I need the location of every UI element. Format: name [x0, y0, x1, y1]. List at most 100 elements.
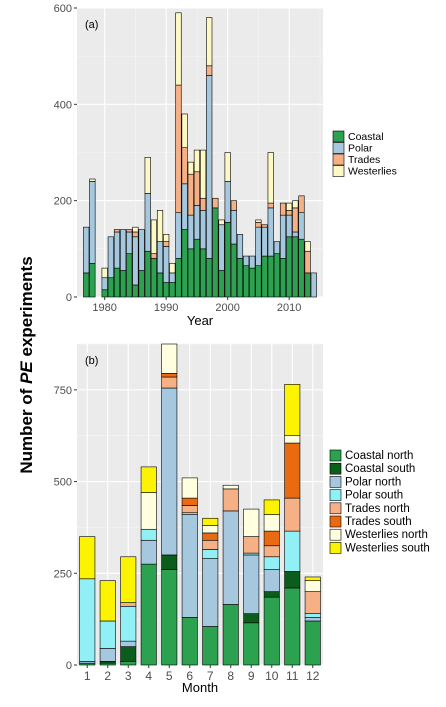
x-tick-label: 2010 [277, 302, 301, 314]
bar-westerlies [181, 113, 188, 148]
legend-key-polar [332, 142, 345, 154]
y-tick-label: 250 [54, 568, 72, 580]
bar-polar [273, 241, 280, 254]
bar-westerlies [304, 241, 311, 252]
x-tick-label: 7 [207, 669, 214, 683]
bar-polar [113, 231, 121, 269]
y-tick-label: 750 [54, 385, 72, 397]
bar-westerlies [144, 157, 151, 194]
bar-trades [206, 65, 213, 76]
legend-label-trades-south: Trades south [345, 516, 412, 528]
bar-trades [126, 229, 133, 233]
bar-westerlies-south [202, 517, 219, 526]
bar-coastal [169, 282, 176, 298]
plot-background [77, 344, 323, 665]
x-tick-label: 11 [286, 669, 299, 683]
y-tick-label: 0 [66, 292, 72, 304]
bar-polar [187, 214, 194, 250]
x-tick-label: 6 [186, 669, 193, 683]
bar-trades-south [263, 530, 280, 547]
bar-polar [206, 75, 213, 259]
bar-coastal [224, 222, 231, 298]
bar-polar [120, 229, 127, 271]
bar-trades [150, 253, 157, 259]
bar-westerlies [156, 210, 164, 242]
bar-polar [107, 236, 114, 279]
bar-trades [212, 197, 219, 209]
legend-label-westerlies-south: Westerlies south [345, 542, 430, 554]
x-tick-label: 4 [145, 669, 152, 683]
bar-polar [181, 183, 188, 230]
bar-westerlies [175, 12, 182, 86]
bar-polar-south [202, 549, 219, 559]
legend-key-polar-south [329, 489, 342, 501]
legend-label-westerlies-north: Westerlies north [345, 529, 428, 541]
bar-polar [224, 181, 231, 223]
bar-trades [286, 210, 293, 216]
bar-polar [310, 272, 317, 298]
x-tick-label: 5 [166, 669, 173, 683]
bar-trades-south [202, 532, 219, 541]
legend-key-trades-north [329, 502, 342, 515]
bar-westerlies [132, 226, 139, 233]
bar-polar-north [304, 617, 321, 622]
legend-label-polar-south: Polar south [345, 490, 403, 502]
bar-polar [255, 226, 262, 266]
bar-westerlies-north [284, 435, 301, 444]
bar-coastal-south [243, 613, 260, 624]
bar-trades-south [284, 442, 301, 499]
legend-label-polar: Polar [348, 143, 373, 155]
bar-coastal-north [202, 626, 219, 666]
bar-trades [298, 195, 305, 214]
bar-polar [163, 246, 170, 283]
bar-westerlies [187, 161, 194, 175]
bar-trades-north [120, 602, 137, 607]
bar-westerlies [255, 219, 262, 223]
legend-label-coastal: Coastal [348, 131, 384, 143]
bar-coastal [132, 284, 139, 298]
y-tick-label: 200 [54, 196, 72, 208]
bar-westerlies [286, 202, 293, 211]
bar-coastal-north [140, 563, 157, 666]
bar-westerlies-south [284, 384, 301, 437]
bar-coastal-north [284, 587, 301, 666]
y-label-suffix: experiments [17, 256, 36, 361]
bar-westerlies-north [202, 525, 219, 534]
bar-polar [243, 255, 250, 266]
panel-label: (a) [85, 19, 98, 31]
legend-label-coastal-north: Coastal north [345, 450, 413, 462]
bar-trades [304, 250, 311, 274]
y-tick-label: 500 [54, 477, 72, 489]
bar-westerlies [224, 152, 231, 182]
bar-polar-north [243, 554, 260, 614]
bar-westerlies [200, 149, 207, 199]
y-tick-label: 0 [66, 660, 72, 672]
bar-polar [286, 214, 293, 238]
bar-polar [101, 277, 108, 291]
bar-coastal [126, 253, 133, 298]
bar-trades [200, 197, 207, 211]
bar-coastal-north [243, 622, 260, 666]
bar-coastal [279, 258, 287, 298]
bar-coastal [243, 265, 250, 298]
bar-coastal [298, 238, 305, 298]
bar-westerlies [292, 200, 299, 209]
legend-key-coastal-north [329, 449, 342, 462]
bar-westerlies [163, 234, 170, 242]
bar-coastal [236, 258, 244, 298]
bar-westerlies [169, 262, 176, 274]
bar-polar [292, 231, 299, 238]
legend-key-trades-south [329, 515, 342, 528]
bar-trades-north [243, 536, 260, 554]
legend-key-trades [332, 153, 345, 166]
bar-trades-north [202, 539, 219, 550]
legend-label-westerlies: Westerlies [348, 166, 397, 178]
legend-label-trades: Trades [348, 154, 380, 166]
shared-y-axis-label: Number of PE experiments [17, 256, 36, 473]
x-axis-title: Year [187, 313, 214, 328]
bar-coastal [156, 272, 164, 298]
bar-coastal-north [304, 620, 321, 666]
bar-westerlies-south [120, 556, 137, 603]
bar-westerlies-north [304, 580, 321, 592]
bar-trades-north [284, 497, 301, 532]
